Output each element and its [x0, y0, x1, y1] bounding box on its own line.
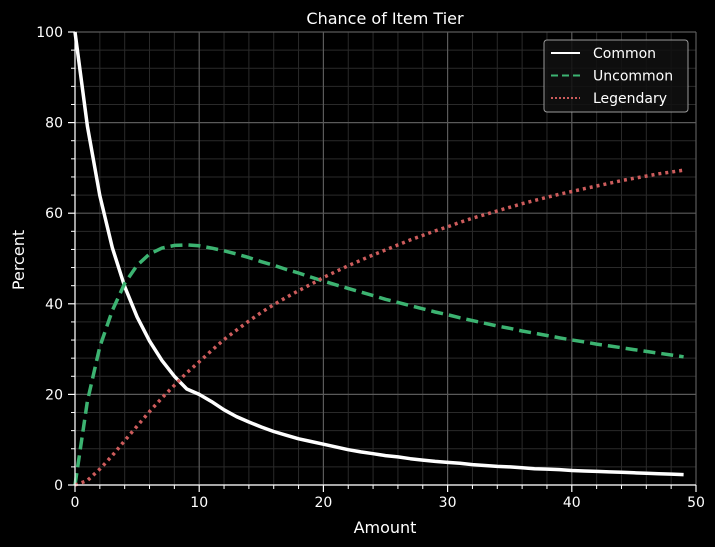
x-tick-label: 0 [71, 495, 80, 511]
legend-box [543, 39, 689, 113]
x-tick-label: 50 [687, 495, 705, 511]
axes: 0 10 20 30 40 50 0 20 40 60 80 100 [36, 25, 705, 511]
x-tick-label: 20 [314, 495, 332, 511]
x-tick-label: 30 [439, 495, 457, 511]
series-line-common [73, 31, 684, 477]
legend-label-legendary: Legendary [593, 91, 667, 107]
y-tick-label: 100 [36, 25, 63, 41]
series-lines [73, 31, 684, 487]
y-tick-label: 80 [45, 116, 63, 132]
y-tick-label: 0 [54, 478, 63, 494]
y-axis-label: Percent [9, 230, 28, 290]
series-line-uncommon [73, 243, 684, 486]
chart-title: Chance of Item Tier [306, 9, 464, 28]
legend-label-common: Common [593, 46, 656, 62]
y-tick-label: 20 [45, 387, 63, 403]
grid [74, 31, 697, 486]
y-tick-label: 40 [45, 297, 63, 313]
x-tick-label: 10 [190, 495, 208, 511]
x-tick-label: 40 [563, 495, 581, 511]
y-tick-label: 60 [45, 206, 63, 222]
legend-label-uncommon: Uncommon [593, 69, 673, 85]
x-axis-label: Amount [354, 518, 417, 537]
legend: Common Uncommon Legendary [543, 39, 689, 113]
